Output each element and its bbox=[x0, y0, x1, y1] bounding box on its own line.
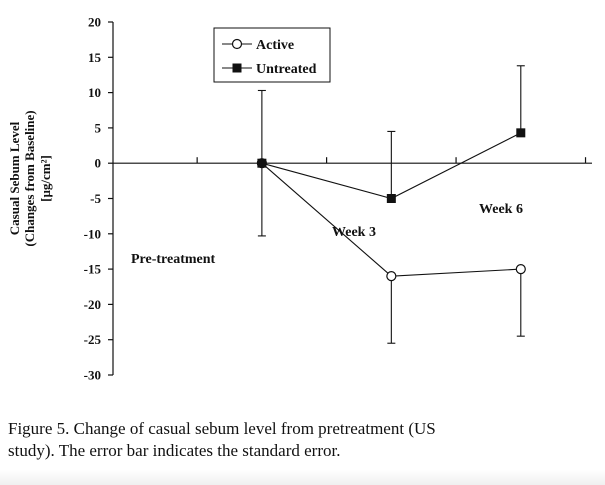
marker-untreated bbox=[386, 194, 396, 203]
y-tick-label: 5 bbox=[95, 120, 102, 135]
y-tick-label: -15 bbox=[84, 262, 102, 277]
annotation-pre-treatment: Pre-treatment bbox=[131, 252, 216, 267]
annotation-week-6: Week 6 bbox=[479, 202, 523, 217]
series-markers bbox=[256, 128, 526, 282]
y-tick-label: -10 bbox=[84, 226, 101, 241]
y-axis-label-line: [µg/cm²] bbox=[38, 155, 53, 202]
error-bars bbox=[257, 65, 525, 344]
bottom-edge bbox=[0, 470, 605, 485]
caption-line-2: study). The error bar indicates the stan… bbox=[8, 441, 341, 460]
chart: Casual Sebum Level (Changes from Baseline… bbox=[7, 15, 592, 383]
y-tick-label: 15 bbox=[88, 50, 102, 65]
legend-untreated-label: Untreated bbox=[256, 62, 317, 77]
x-ticks bbox=[196, 157, 587, 164]
caption-line-1: Figure 5. Change of casual sebum level f… bbox=[8, 419, 436, 438]
y-tick-label: -20 bbox=[84, 297, 101, 312]
marker-active bbox=[386, 271, 397, 282]
legend-active-label: Active bbox=[256, 38, 294, 53]
legend: Active Untreated bbox=[213, 27, 331, 83]
y-tick-label: 0 bbox=[95, 156, 102, 171]
figure-caption: Figure 5. Change of casual sebum level f… bbox=[8, 418, 598, 462]
marker-untreated bbox=[516, 128, 526, 138]
y-ticks: 20 15 10 5 0 -5 -10 -15 -20 -25 -30 bbox=[84, 15, 113, 383]
y-axis-label-line: (Changes from Baseline) bbox=[22, 110, 37, 246]
chart-svg: Casual Sebum Level (Changes from Baseline… bbox=[7, 15, 592, 383]
annotation-week-3: Week 3 bbox=[332, 225, 376, 240]
annotations: Pre-treatment Week 3 Week 6 bbox=[131, 202, 523, 267]
legend-active-marker bbox=[231, 38, 243, 50]
y-axis-label-line: Casual Sebum Level bbox=[7, 121, 22, 235]
legend-untreated-marker bbox=[232, 63, 242, 73]
y-tick-label: 20 bbox=[88, 15, 101, 30]
y-axis-label: Casual Sebum Level (Changes from Baseline… bbox=[7, 110, 53, 246]
y-tick-label: -5 bbox=[90, 191, 101, 206]
y-tick-label: -30 bbox=[84, 368, 101, 383]
y-tick-label: 10 bbox=[88, 85, 101, 100]
legend-box bbox=[213, 27, 331, 83]
marker-active bbox=[515, 264, 526, 275]
marker-untreated bbox=[257, 158, 267, 168]
y-tick-label: -25 bbox=[84, 332, 102, 347]
